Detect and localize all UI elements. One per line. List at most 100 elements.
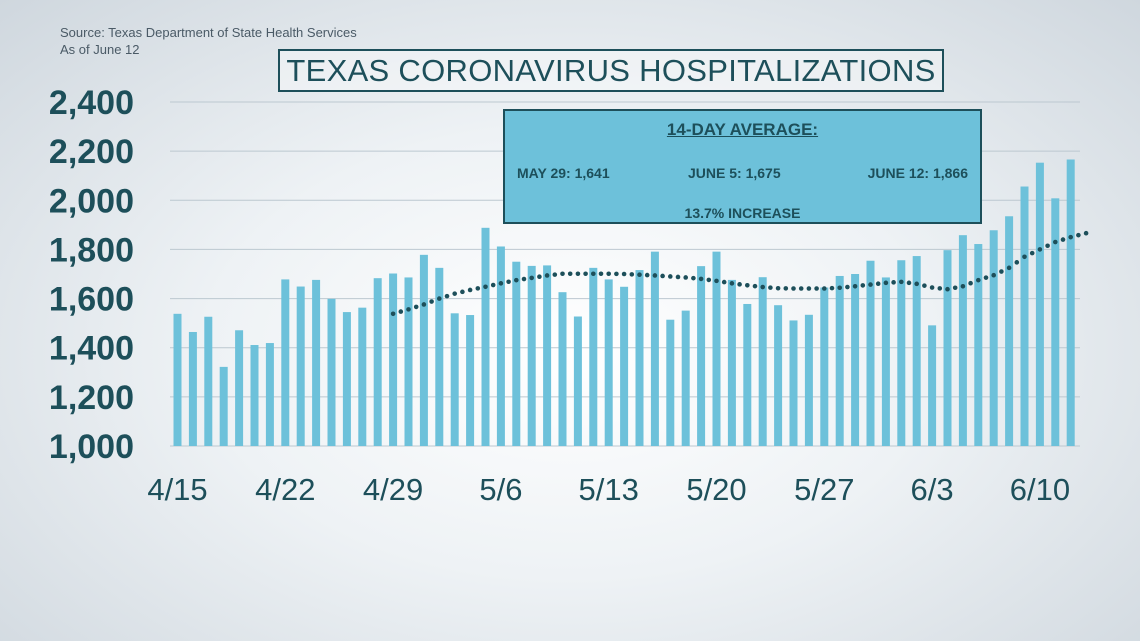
average-dot (1029, 250, 1035, 256)
x-tick-label: 5/13 (579, 472, 639, 507)
bar (419, 254, 428, 446)
bar (897, 260, 906, 446)
average-dot (437, 296, 442, 301)
bar (265, 343, 274, 446)
average-dot (737, 282, 742, 287)
bar (620, 286, 629, 446)
source-line: Source: Texas Department of State Health… (60, 25, 357, 40)
bar (928, 325, 937, 446)
average-dot (521, 276, 527, 282)
bar (712, 251, 721, 446)
bar (450, 313, 459, 446)
bar (543, 265, 552, 446)
bar-series (173, 159, 1075, 447)
bar (512, 261, 521, 446)
bar (1066, 159, 1075, 447)
average-dot (729, 281, 735, 286)
x-tick-label: 6/10 (1010, 472, 1070, 507)
average-dot (514, 277, 519, 283)
average-dot (752, 283, 758, 289)
average-dot (498, 281, 504, 286)
average-dot (460, 289, 465, 295)
bar (389, 273, 398, 446)
bar (666, 319, 675, 446)
bar (1035, 162, 1044, 447)
average-dot (552, 272, 558, 277)
average-dot (983, 275, 989, 280)
average-dotted-line (390, 230, 1089, 317)
average-dot (483, 284, 488, 290)
source-note: Source: Texas Department of State Health… (60, 24, 357, 58)
average-dot (837, 285, 842, 291)
average-dot (783, 286, 789, 291)
average-dot (706, 277, 712, 283)
average-dot (775, 285, 781, 291)
average-dot (875, 281, 881, 287)
bar (727, 279, 736, 446)
average-dot (591, 271, 596, 277)
average-dot (829, 285, 835, 291)
bar (296, 286, 305, 446)
x-axis-ticks: 4/15 4/22 4/29 5/6 5/13 5/20 5/27 6/3 6/10 (147, 472, 1070, 507)
average-dot (390, 311, 396, 317)
y-axis-ticks: 1,000 1,200 1,400 1,600 1,800 2,000 2,200 2,400 (49, 84, 134, 466)
average-increase: 13.7% INCREASE (684, 205, 801, 221)
bar (373, 278, 382, 446)
average-dot (852, 283, 858, 289)
bar (558, 292, 567, 446)
y-tick-label: 1,600 (49, 281, 134, 319)
average-dot (1076, 232, 1081, 238)
average-dot (999, 269, 1004, 274)
average-dot (537, 274, 542, 280)
average-dot (1045, 243, 1050, 249)
average-dot (506, 279, 511, 285)
average-dot (1068, 234, 1073, 240)
bar (173, 313, 182, 446)
average-dot (991, 272, 996, 278)
average-dot (714, 278, 719, 284)
average-dot (675, 274, 681, 280)
y-tick-label: 2,000 (49, 182, 134, 220)
average-dot (1083, 230, 1089, 236)
average-dot (467, 287, 473, 293)
average-dot (952, 285, 958, 291)
average-dot (544, 273, 550, 278)
x-tick-label: 6/3 (911, 472, 954, 507)
average-dot (806, 286, 812, 291)
chart-title: TEXAS CORONAVIRUS HOSPITALIZATIONS (278, 49, 944, 92)
bar (1005, 216, 1014, 446)
bar (481, 227, 490, 446)
as-of-line: As of June 12 (60, 42, 140, 57)
average-dot (637, 272, 642, 278)
average-dot (413, 304, 419, 310)
average-dot (868, 282, 873, 287)
bar (358, 307, 367, 446)
bar (188, 331, 197, 446)
average-dot (621, 271, 627, 277)
bar (589, 267, 598, 446)
average-dot (406, 307, 411, 312)
bar (681, 310, 690, 446)
average-dot (791, 286, 796, 291)
bar (604, 279, 613, 446)
bar (774, 305, 783, 446)
average-dot (1014, 260, 1020, 265)
x-tick-label: 5/27 (794, 472, 854, 507)
average-dot (860, 283, 866, 288)
bar (635, 270, 644, 446)
bar (912, 256, 921, 446)
bar (943, 250, 952, 446)
bar (312, 279, 321, 446)
bar (219, 366, 228, 446)
average-dot (745, 283, 750, 288)
average-dot (698, 276, 704, 282)
average-dot (1006, 265, 1012, 271)
average-dot (1053, 239, 1058, 245)
y-tick-label: 2,200 (49, 133, 134, 171)
average-dot (721, 279, 727, 285)
average-dot (822, 286, 827, 291)
bar (235, 330, 244, 446)
bar (1020, 186, 1029, 447)
average-title: 14-DAY AVERAGE: (666, 120, 819, 139)
